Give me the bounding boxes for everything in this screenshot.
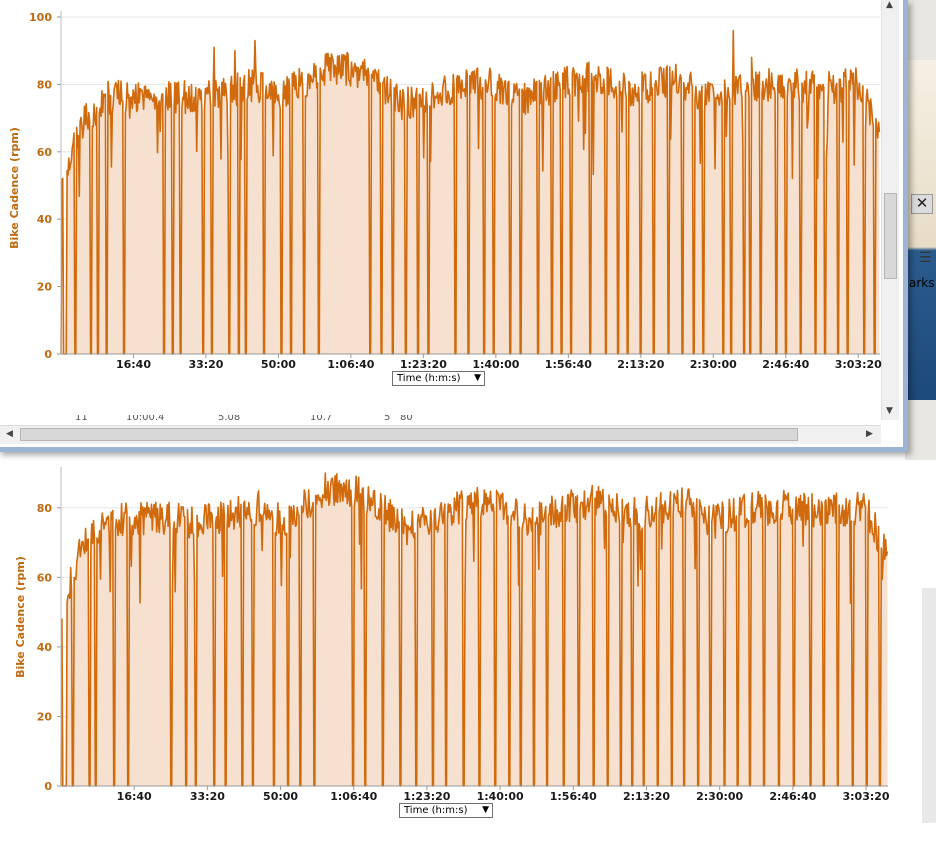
- x-tick-label: 1:40:00: [477, 790, 524, 803]
- x-axis-unit-select[interactable]: Time (h:m:s) ▼: [399, 803, 493, 818]
- x-tick-label: 16:40: [117, 790, 152, 803]
- x-tick-label: 1:06:40: [330, 790, 377, 803]
- x-tick-label: 50:00: [261, 358, 296, 371]
- y-axis-title: Bike Cadence (rpm): [8, 127, 21, 249]
- x-tick-label: 3:03:20: [843, 790, 890, 803]
- x-tick-label: 2:30:00: [696, 790, 743, 803]
- horizontal-scroll-thumb[interactable]: [20, 428, 798, 441]
- y-tick-label: 0: [44, 348, 52, 361]
- x-tick-label: 2:13:20: [623, 790, 670, 803]
- x-tick-label: 50:00: [263, 790, 298, 803]
- x-tick-label: 1:56:40: [550, 790, 597, 803]
- data-table-row: 11 10:00.4 5.08 10.7 5 80: [0, 415, 881, 425]
- y-tick-label: 60: [37, 571, 53, 584]
- x-tick-label: 1:23:20: [400, 358, 447, 371]
- x-axis-unit-select[interactable]: Time (h:m:s) ▼: [392, 371, 485, 386]
- x-tick-label: 1:56:40: [545, 358, 592, 371]
- chevron-down-icon: ▼: [474, 373, 481, 383]
- horizontal-scrollbar[interactable]: ◀ ▶: [0, 425, 881, 444]
- table-cell: 10.7: [310, 415, 333, 423]
- scroll-right-icon[interactable]: ▶: [866, 429, 873, 439]
- y-tick-label: 20: [37, 281, 53, 294]
- x-tick-label: 3:03:20: [835, 358, 882, 371]
- vertical-scrollbar[interactable]: ▲ ▼: [881, 0, 899, 420]
- y-tick-label: 40: [37, 213, 53, 226]
- table-cell: 80: [400, 415, 413, 423]
- list-icon[interactable]: ☰: [919, 250, 932, 266]
- background-app-strip: [905, 0, 936, 460]
- table-cell: 11: [75, 415, 88, 423]
- table-cell: 5.08: [218, 415, 241, 423]
- x-tick-label: 2:46:40: [769, 790, 816, 803]
- x-tick-label: 1:23:20: [403, 790, 450, 803]
- background-photo: [908, 60, 936, 400]
- y-tick-label: 80: [37, 502, 53, 515]
- x-tick-label: 33:20: [190, 790, 225, 803]
- close-icon[interactable]: ✕: [911, 194, 933, 214]
- table-cell: 5: [384, 415, 391, 423]
- x-tick-label: 2:30:00: [690, 358, 737, 371]
- partial-menu-label: arks: [909, 276, 935, 290]
- y-tick-label: 40: [37, 641, 53, 654]
- vertical-scroll-thumb[interactable]: [884, 193, 897, 279]
- cadence-line: [60, 29, 881, 355]
- x-tick-label: 1:06:40: [327, 358, 374, 371]
- chevron-down-icon: ▼: [482, 805, 489, 815]
- x-tick-label: 2:13:20: [617, 358, 664, 371]
- cadence-area-fill: [61, 473, 888, 786]
- table-cell: 10:00.4: [126, 415, 165, 423]
- y-tick-label: 60: [37, 146, 53, 159]
- x-tick-label: 2:46:40: [762, 358, 809, 371]
- y-tick-label: 80: [37, 78, 53, 91]
- scroll-up-icon[interactable]: ▲: [886, 0, 893, 10]
- y-tick-label: 0: [44, 780, 52, 793]
- x-tick-label: 33:20: [188, 358, 223, 371]
- y-axis-title: Bike Cadence (rpm): [14, 556, 27, 678]
- x-axis-unit-label: Time (h:m:s): [397, 373, 461, 384]
- y-tick-label: 100: [29, 11, 52, 24]
- y-tick-label: 20: [37, 710, 53, 723]
- background-scrollbar[interactable]: [922, 588, 936, 823]
- scroll-down-icon[interactable]: ▼: [886, 406, 893, 416]
- scroll-left-icon[interactable]: ◀: [6, 429, 13, 439]
- x-tick-label: 16:40: [116, 358, 151, 371]
- x-axis-unit-label: Time (h:m:s): [404, 805, 468, 816]
- x-tick-label: 1:40:00: [472, 358, 519, 371]
